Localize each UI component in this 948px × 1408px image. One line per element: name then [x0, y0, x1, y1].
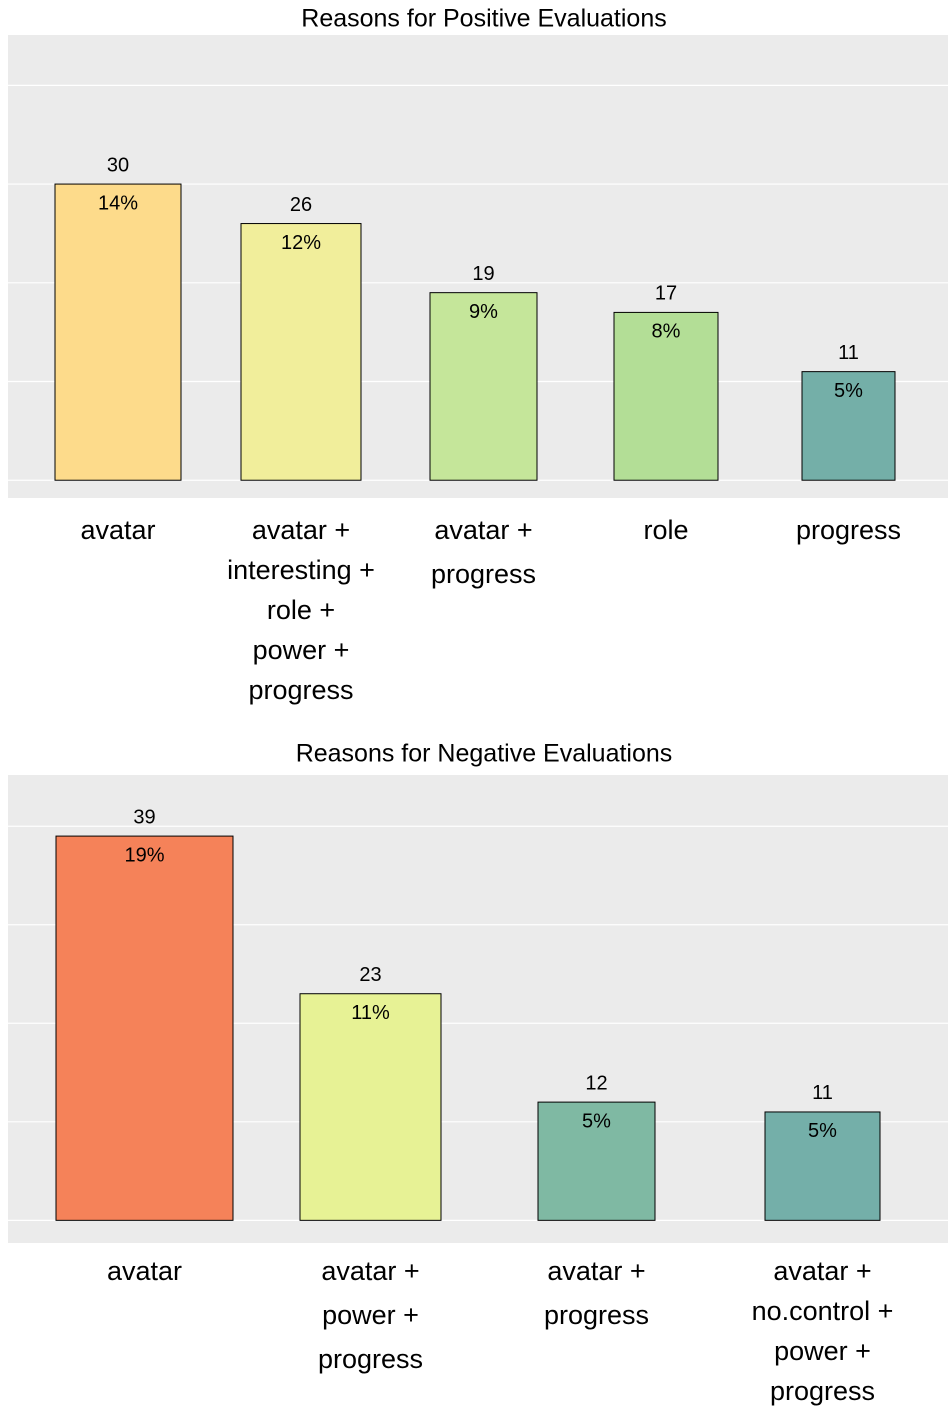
bar	[55, 835, 234, 1221]
x-tick-label: role +	[267, 595, 335, 625]
x-tick-label: role	[643, 515, 688, 545]
x-tick-label: progress	[248, 675, 353, 705]
percent-label: 5%	[582, 1110, 611, 1132]
x-tick-label: interesting +	[227, 555, 375, 585]
x-tick-label: avatar +	[547, 1256, 645, 1286]
count-label: 19	[472, 263, 494, 285]
bar	[54, 183, 182, 481]
percent-label: 8%	[652, 321, 681, 343]
x-tick-label: progress	[796, 515, 901, 545]
count-label: 26	[290, 194, 312, 216]
count-label: 30	[107, 154, 129, 176]
x-tick-label: avatar	[107, 1256, 182, 1286]
chart-title: Reasons for Positive Evaluations	[301, 5, 666, 33]
x-tick-label: avatar +	[252, 515, 350, 545]
bar	[801, 371, 896, 481]
percent-label: 19%	[124, 844, 164, 866]
percent-label: 9%	[469, 301, 498, 323]
bar	[299, 993, 442, 1221]
bar	[240, 223, 362, 481]
x-tick-label: avatar +	[434, 515, 532, 545]
count-label: 11	[838, 342, 859, 364]
chart-title: Reasons for Negative Evaluations	[296, 740, 673, 768]
bar	[537, 1101, 656, 1221]
x-tick-label: avatar +	[321, 1256, 419, 1286]
count-label: 39	[133, 806, 155, 828]
x-tick-label: power +	[322, 1300, 419, 1330]
x-tick-label: progress	[544, 1300, 649, 1330]
x-tick-label: power +	[774, 1336, 871, 1366]
percent-label: 12%	[281, 232, 321, 254]
bar	[429, 292, 538, 481]
x-tick-label: no.control +	[752, 1296, 894, 1326]
bar	[613, 311, 719, 481]
percent-label: 5%	[834, 380, 863, 402]
percent-label: 14%	[98, 192, 138, 214]
x-tick-label: progress	[431, 559, 536, 589]
bar	[764, 1111, 881, 1221]
x-tick-label: progress	[770, 1376, 875, 1406]
x-tick-label: progress	[318, 1344, 423, 1374]
count-label: 11	[812, 1082, 833, 1104]
percent-label: 5%	[808, 1120, 837, 1142]
x-tick-label: power +	[253, 635, 350, 665]
x-tick-label: avatar +	[773, 1256, 871, 1286]
count-label: 12	[585, 1072, 607, 1094]
count-label: 23	[359, 964, 381, 986]
count-label: 17	[655, 283, 677, 305]
x-tick-label: avatar	[80, 515, 155, 545]
percent-label: 11%	[351, 1002, 390, 1024]
